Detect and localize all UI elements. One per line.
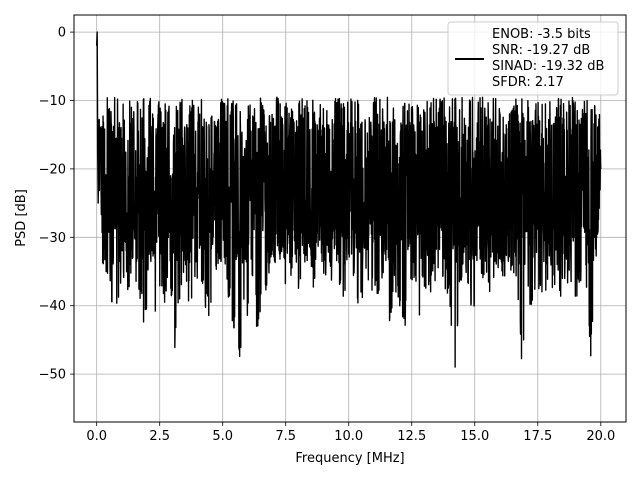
axes-frame: [73, 14, 627, 423]
psd-series-line: [95, 31, 602, 368]
legend-entry-enob: ENOB: -3.5 bits: [492, 27, 591, 42]
x-tick-label: 12.5: [397, 429, 426, 444]
x-tick-label: 15.0: [460, 429, 489, 444]
x-tick-label: 20.0: [586, 429, 615, 444]
y-tick-label: −40: [39, 299, 66, 314]
x-tick-label: 10.0: [334, 429, 363, 444]
y-tick-label: 0: [58, 26, 66, 41]
series-group: [95, 31, 602, 368]
x-tick-label: 2.5: [149, 429, 170, 444]
legend: ENOB: -3.5 bits SNR: -19.27 dB SINAD: -1…: [447, 21, 619, 96]
x-axis-label: Frequency [MHz]: [295, 451, 404, 466]
y-axis-label: PSD [dB]: [14, 189, 29, 247]
y-tick-label: −10: [39, 94, 66, 109]
y-tick-label: −30: [39, 231, 66, 246]
x-tick-label: 7.5: [275, 429, 296, 444]
ticks: 0.0 2.5 5.0 7.5 10.0 12.5 15.0 17.5 20.0 0 −10 −20 −…: [39, 26, 616, 444]
legend-box: [447, 21, 619, 96]
legend-entry-snr: SNR: -19.27 dB: [492, 43, 590, 58]
x-tick-label: 17.5: [523, 429, 552, 444]
y-tick-label: −20: [39, 162, 66, 177]
x-tick-label: 0.0: [86, 429, 107, 444]
legend-entry-sinad: SINAD: -19.32 dB: [492, 59, 604, 74]
x-tick-label: 5.0: [212, 429, 233, 444]
y-tick-label: −50: [39, 368, 66, 383]
legend-entry-sfdr: SFDR: 2.17: [492, 75, 564, 90]
